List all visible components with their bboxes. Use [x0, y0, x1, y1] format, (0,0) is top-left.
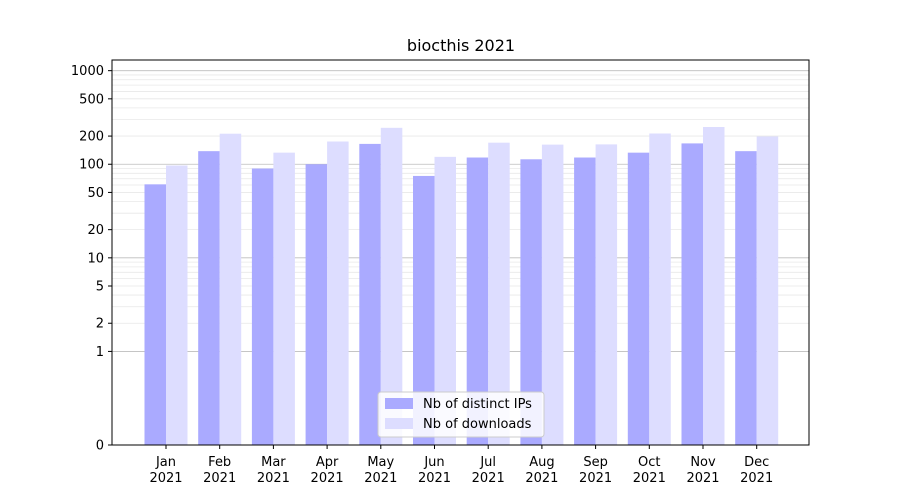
- bar-downloads: [273, 152, 295, 445]
- bars: [144, 127, 779, 446]
- bar-distinct-ips: [359, 143, 381, 445]
- y-tick-label: 1000: [71, 64, 104, 79]
- bar-distinct-ips: [520, 159, 542, 446]
- y-axis: 0 1 2 5 10 20 50 100 200 500 1000: [71, 64, 112, 454]
- bar-downloads: [756, 136, 779, 445]
- bar-distinct-ips: [681, 143, 703, 446]
- bar-distinct-ips: [466, 157, 489, 445]
- bar-distinct-ips: [144, 184, 166, 445]
- x-tick-label: Feb 2021: [203, 455, 236, 486]
- legend-label: Nb of downloads: [423, 417, 532, 432]
- bar-downloads: [166, 165, 188, 446]
- bar-distinct-ips: [413, 175, 435, 445]
- legend-swatch: [385, 418, 413, 429]
- x-tick-label: Dec 2021: [740, 455, 773, 486]
- x-tick-label: Jan 2021: [149, 455, 182, 486]
- y-tick-label: 50: [87, 186, 104, 201]
- legend-label: Nb of distinct IPs: [423, 397, 532, 412]
- bar-distinct-ips: [735, 151, 757, 446]
- y-tick-label: 20: [87, 223, 104, 238]
- bar-distinct-ips: [627, 152, 650, 445]
- legend-swatch: [385, 398, 413, 409]
- bar-downloads: [327, 141, 349, 445]
- x-axis: Jan 2021 Feb 2021 Mar 2021 Apr 2021 May 2021 Jun 20…: [149, 445, 773, 486]
- y-tick-label: 5: [96, 280, 104, 295]
- bar-downloads: [703, 127, 725, 445]
- plot-frame: [111, 59, 810, 446]
- x-tick-label: Apr 2021: [311, 455, 344, 486]
- bar-distinct-ips: [574, 157, 596, 445]
- y-tick-label: 100: [79, 158, 104, 173]
- x-tick-label: Mar 2021: [257, 455, 290, 486]
- bar-downloads: [649, 133, 671, 445]
- legend-box: [377, 391, 545, 438]
- x-tick-label: Jun 2021: [418, 455, 451, 486]
- bar-downloads: [595, 144, 618, 445]
- x-tick-label: May 2021: [364, 455, 397, 486]
- y-tick-label: 1: [96, 345, 104, 360]
- y-tick-label: 200: [79, 130, 104, 145]
- bar-downloads: [488, 142, 510, 445]
- bar-distinct-ips: [305, 164, 328, 445]
- y-tick-label: 2: [96, 317, 104, 332]
- chart-title: biocthis 2021: [407, 36, 515, 55]
- bar-downloads: [219, 133, 242, 446]
- bar-distinct-ips: [198, 151, 220, 446]
- legend: Nb of distinct IPs Nb of downloads: [377, 391, 545, 438]
- x-tick-label: Aug 2021: [525, 455, 558, 486]
- x-tick-label: Jul 2021: [472, 455, 505, 486]
- bar-downloads: [434, 156, 456, 446]
- bar-downloads: [380, 127, 403, 445]
- bar-distinct-ips: [251, 168, 274, 445]
- y-tick-label: 10: [87, 251, 104, 266]
- x-tick-label: Sep 2021: [579, 455, 612, 486]
- bar-downloads: [541, 144, 564, 445]
- x-tick-label: Oct 2021: [633, 455, 666, 486]
- x-tick-label: Nov 2021: [686, 455, 719, 486]
- y-tick-label: 500: [79, 92, 104, 107]
- y-tick-label: 0: [96, 439, 104, 454]
